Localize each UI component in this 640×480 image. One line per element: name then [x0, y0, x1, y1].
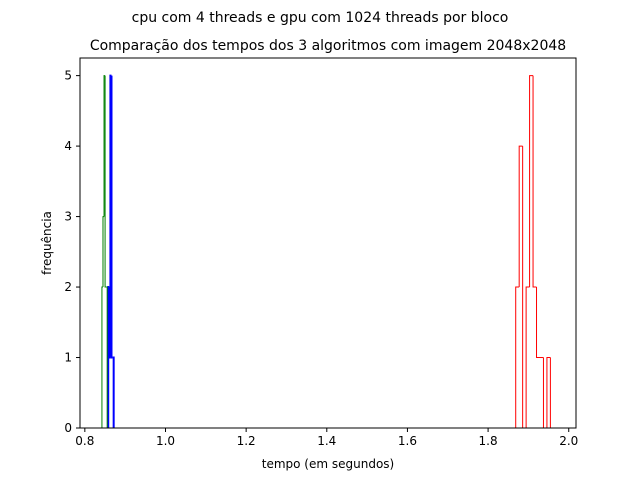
y-tick-label: 3: [64, 210, 72, 224]
y-tick-label: 1: [64, 351, 72, 365]
histogram-bin: [108, 287, 111, 359]
histogram-series-layer: [101, 74, 554, 429]
figure-suptitle: cpu com 4 threads e gpu com 1024 threads…: [132, 10, 509, 26]
histogram-bin: [103, 75, 106, 217]
plot-area: 0.8 1.0 1.2 1.4 1.6 1.8 2.0 0 1 2 3 4 5: [64, 57, 578, 448]
y-axis-label: frequência: [40, 211, 54, 275]
chart-title: Comparação dos tempos dos 3 algoritmos c…: [90, 38, 566, 54]
x-tick-label: 1.4: [317, 434, 336, 448]
histogram-bin: [525, 286, 530, 428]
x-axis-ticks: 0.8 1.0 1.2 1.4 1.6 1.8 2.0: [75, 428, 578, 448]
y-axis-ticks: 0 1 2 3 4 5: [64, 69, 80, 435]
histogram-bin: [106, 286, 108, 428]
x-tick-label: 1.6: [398, 434, 417, 448]
histogram-bin: [532, 75, 537, 288]
histogram-bin: [546, 357, 551, 428]
histogram-bin: [515, 286, 520, 428]
x-tick-label: 0.8: [75, 434, 94, 448]
histogram-bin: [518, 145, 523, 288]
x-tick-label: 1.0: [156, 434, 175, 448]
axes-frame: [79, 57, 577, 429]
y-tick-label: 2: [64, 280, 72, 294]
histogram-series-1: [107, 74, 115, 428]
x-tick-label: 2.0: [559, 434, 578, 448]
histogram-bin: [536, 287, 540, 359]
x-axis-label: tempo (em segundos): [262, 457, 394, 471]
y-tick-label: 5: [64, 69, 72, 83]
histogram-bin: [110, 75, 113, 359]
x-tick-label: 1.8: [479, 434, 498, 448]
histogram-bin: [101, 286, 103, 428]
y-tick-label: 0: [64, 421, 72, 435]
histogram-bin: [529, 75, 534, 288]
histogram-bin: [104, 75, 107, 288]
histogram-series-2: [101, 75, 108, 428]
histogram-bin: [112, 356, 115, 428]
y-tick-label: 4: [64, 139, 72, 153]
histogram-bin: [109, 74, 112, 358]
x-tick-label: 1.2: [237, 434, 256, 448]
